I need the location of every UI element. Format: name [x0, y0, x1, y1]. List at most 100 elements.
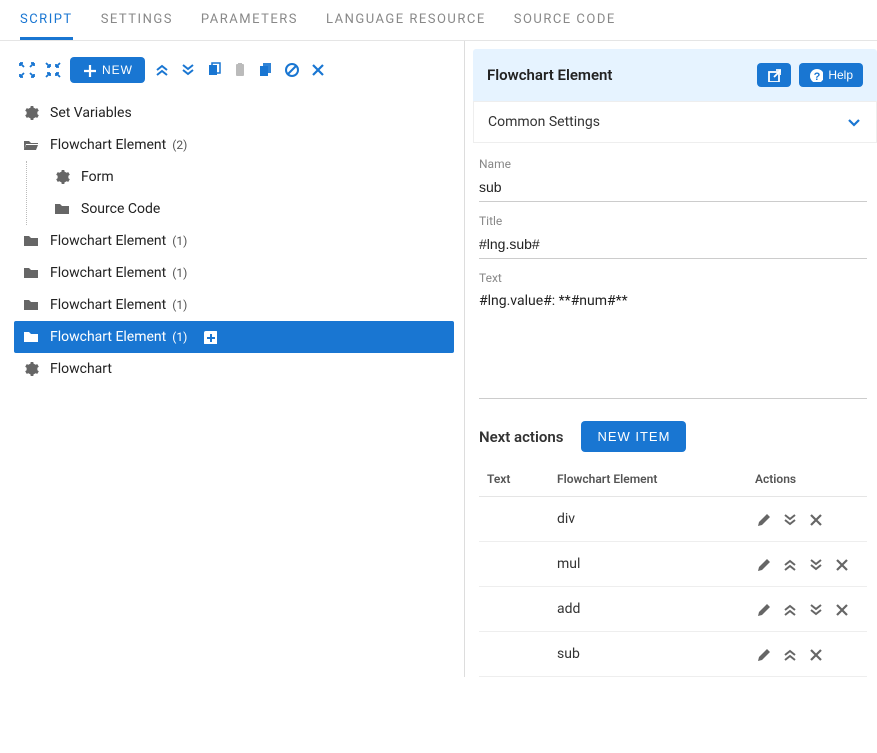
expand-all-icon[interactable]	[18, 61, 36, 79]
new-button[interactable]: NEW	[70, 57, 145, 83]
new-item-button[interactable]: NEW ITEM	[581, 421, 686, 452]
cell-element: div	[549, 497, 747, 542]
toolbar: NEW	[14, 55, 454, 97]
common-settings-toggle[interactable]: Common Settings	[473, 101, 877, 143]
folder-icon	[22, 233, 40, 249]
title-input[interactable]	[479, 232, 867, 259]
up-icon[interactable]	[781, 556, 797, 572]
tree-item[interactable]: Flowchart Element (1)	[14, 289, 454, 321]
col-text: Text	[479, 462, 549, 497]
delete-icon[interactable]	[807, 646, 823, 662]
cell-actions	[747, 587, 867, 632]
tab-script[interactable]: SCRIPT	[20, 0, 73, 40]
cell-actions	[747, 632, 867, 677]
common-settings-label: Common Settings	[488, 114, 600, 130]
up-icon[interactable]	[781, 646, 797, 662]
edit-icon[interactable]	[755, 601, 771, 617]
delete-icon[interactable]	[833, 601, 849, 617]
table-row: div	[479, 497, 867, 542]
tree-item-label: Form	[81, 169, 114, 185]
cell-text	[479, 587, 549, 632]
help-button[interactable]: Help	[799, 63, 863, 87]
cell-element: sub	[549, 632, 747, 677]
col-element: Flowchart Element	[549, 462, 747, 497]
gear-icon	[22, 105, 40, 121]
tree-item-label: Source Code	[81, 201, 160, 217]
copy-icon[interactable]	[205, 61, 223, 79]
tree-item-count: (1)	[172, 298, 187, 312]
tree: Set Variables Flowchart Element (2) Form Sou…	[14, 97, 454, 385]
table-row: sub	[479, 632, 867, 677]
chevron-down-icon	[846, 114, 862, 130]
folder-icon	[22, 297, 40, 313]
add-child-icon[interactable]	[203, 330, 217, 344]
tree-item[interactable]: Flowchart Element (1)	[14, 257, 454, 289]
edit-icon[interactable]	[755, 646, 771, 662]
delete-icon[interactable]	[807, 511, 823, 527]
left-panel: NEW Set Variables Flowchart Element (2) For…	[0, 41, 465, 677]
text-input[interactable]	[479, 289, 867, 399]
tree-item-count: (1)	[172, 330, 187, 344]
folder-icon	[22, 329, 40, 345]
tree-item[interactable]: Flowchart	[14, 353, 454, 385]
disable-icon[interactable]	[283, 61, 301, 79]
tab-source-code[interactable]: SOURCE CODE	[514, 0, 616, 40]
tree-item[interactable]: Flowchart Element (1)	[14, 225, 454, 257]
tab-settings[interactable]: SETTINGS	[101, 0, 173, 40]
tabs: SCRIPT SETTINGS PARAMETERS LANGUAGE RESOURC…	[0, 0, 877, 41]
table-row: mul	[479, 542, 867, 587]
cell-element: mul	[549, 542, 747, 587]
delete-icon[interactable]	[833, 556, 849, 572]
down-icon[interactable]	[807, 601, 823, 617]
right-panel: Flowchart Element Help Common Settings N…	[465, 41, 877, 677]
tree-item-label: Flowchart Element	[50, 233, 166, 249]
panel-title: Flowchart Element	[487, 66, 612, 84]
tree-item-count: (2)	[172, 138, 187, 152]
tree-item-count: (1)	[172, 266, 187, 280]
cell-element: add	[549, 587, 747, 632]
tree-item[interactable]: Flowchart Element (1)	[14, 321, 454, 353]
tree-item-label: Flowchart Element	[50, 137, 166, 153]
move-down-icon[interactable]	[179, 61, 197, 79]
folder-icon	[22, 265, 40, 281]
cell-text	[479, 497, 549, 542]
tree-item[interactable]: Source Code	[45, 193, 454, 225]
edit-icon[interactable]	[755, 511, 771, 527]
move-up-icon[interactable]	[153, 61, 171, 79]
name-label: Name	[479, 157, 867, 171]
cell-actions	[747, 497, 867, 542]
folder-icon	[53, 201, 71, 217]
open-external-button[interactable]	[757, 63, 791, 87]
duplicate-icon[interactable]	[257, 61, 275, 79]
down-icon[interactable]	[807, 556, 823, 572]
cell-actions	[747, 542, 867, 587]
actions-table: Text Flowchart Element Actions divmuladd…	[479, 462, 867, 677]
cell-text	[479, 542, 549, 587]
tree-item-label: Set Variables	[50, 105, 132, 121]
new-button-label: NEW	[102, 63, 133, 77]
cell-text	[479, 632, 549, 677]
tree-item-label: Flowchart Element	[50, 265, 166, 281]
collapse-all-icon[interactable]	[44, 61, 62, 79]
tree-item-count: (1)	[172, 234, 187, 248]
tree-item-label: Flowchart Element	[50, 329, 166, 345]
paste-icon[interactable]	[231, 61, 249, 79]
folder-open-icon	[22, 137, 40, 153]
tree-item[interactable]: Set Variables	[14, 97, 454, 129]
name-input[interactable]	[479, 175, 867, 202]
table-row: add	[479, 587, 867, 632]
down-icon[interactable]	[781, 511, 797, 527]
delete-icon[interactable]	[309, 61, 327, 79]
gear-icon	[53, 169, 71, 185]
tree-item-label: Flowchart Element	[50, 297, 166, 313]
tree-item[interactable]: Form	[45, 161, 454, 193]
edit-icon[interactable]	[755, 556, 771, 572]
col-actions: Actions	[747, 462, 867, 497]
tab-parameters[interactable]: PARAMETERS	[201, 0, 298, 40]
panel-header: Flowchart Element Help	[473, 49, 877, 101]
tree-item-label: Flowchart	[50, 361, 112, 377]
up-icon[interactable]	[781, 601, 797, 617]
next-actions-label: Next actions	[479, 428, 563, 446]
tab-language-resource[interactable]: LANGUAGE RESOURCE	[326, 0, 486, 40]
tree-item[interactable]: Flowchart Element (2)	[14, 129, 454, 161]
